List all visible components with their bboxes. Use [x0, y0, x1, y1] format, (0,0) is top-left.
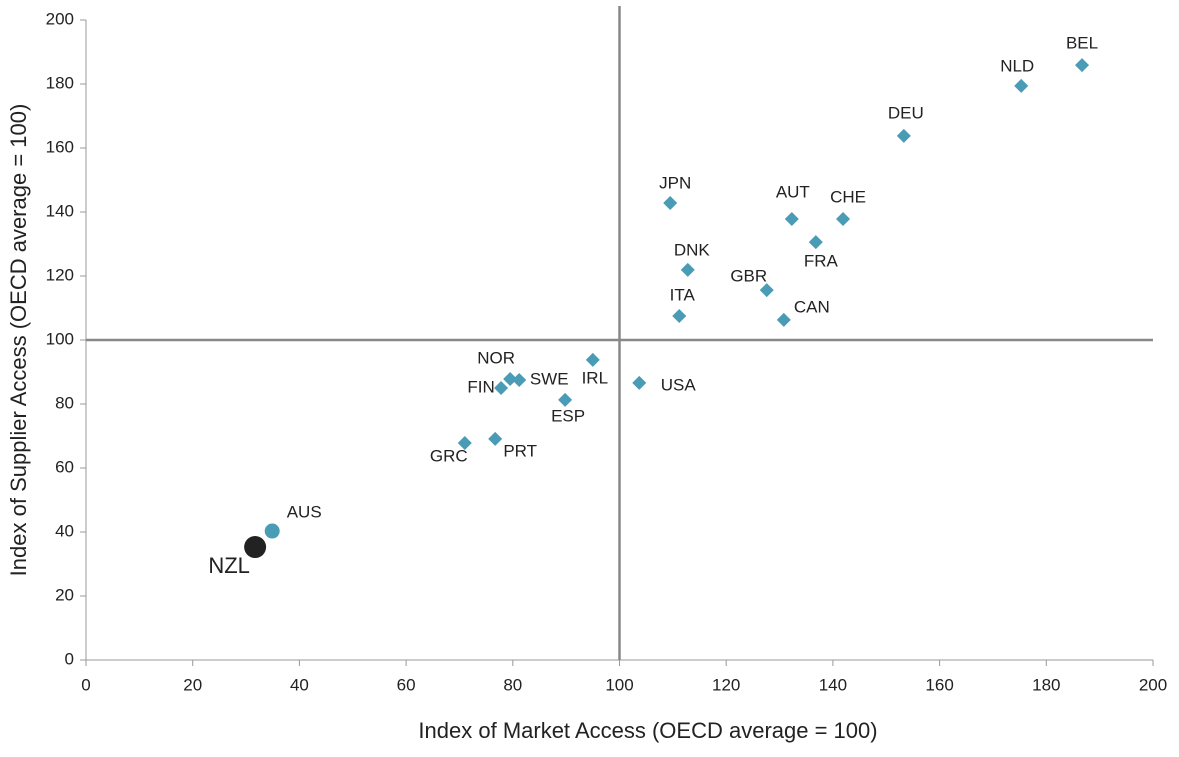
point-label: CAN	[794, 297, 830, 316]
x-tick-label: 80	[503, 675, 522, 694]
point	[663, 196, 678, 211]
x-tick-label: 0	[81, 675, 90, 694]
point	[494, 381, 509, 395]
point-label: NOR	[477, 349, 515, 368]
point	[759, 283, 774, 298]
y-tick-label: 100	[46, 329, 74, 348]
x-tick-label: 40	[290, 675, 309, 694]
point-label: ESP	[551, 406, 585, 425]
point	[457, 436, 472, 451]
y-tick-label: 0	[65, 649, 74, 668]
y-tick-label: 20	[55, 585, 74, 604]
point-label: NLD	[1000, 56, 1034, 75]
point	[784, 212, 799, 227]
point	[680, 262, 695, 277]
point-label: SWE	[530, 369, 569, 388]
y-axis-title: Index of Supplier Access (OECD average =…	[6, 104, 31, 577]
x-tick-label: 20	[183, 675, 202, 694]
point-label: IRL	[582, 368, 608, 387]
x-tick-label: 100	[605, 675, 633, 694]
point-label: DEU	[888, 103, 924, 122]
x-tick-label: 180	[1032, 675, 1060, 694]
point-label: NZL	[208, 553, 250, 578]
point-label: PRT	[503, 441, 537, 460]
x-tick-label: 160	[925, 675, 953, 694]
x-tick-label: 140	[819, 675, 847, 694]
point	[512, 373, 527, 387]
point	[632, 375, 647, 390]
point-label: FIN	[467, 377, 494, 396]
point	[808, 235, 823, 250]
y-tick-label: 40	[55, 521, 74, 540]
point	[1014, 78, 1029, 93]
y-tick-label: 80	[55, 393, 74, 412]
point	[836, 212, 851, 227]
point	[558, 392, 573, 407]
y-tick-label: 140	[46, 201, 74, 220]
point	[585, 352, 600, 367]
point-label: AUS	[287, 503, 322, 522]
point	[488, 431, 503, 446]
x-tick-label: 200	[1139, 675, 1167, 694]
point-label: BEL	[1066, 34, 1098, 53]
point-label: GRC	[430, 447, 468, 466]
point	[672, 309, 687, 323]
point-label: USA	[661, 375, 697, 394]
point	[264, 523, 280, 539]
point	[1075, 58, 1090, 73]
point	[776, 312, 791, 327]
y-tick-label: 200	[46, 9, 74, 28]
point-label: DNK	[674, 240, 711, 259]
point-label: JPN	[659, 174, 691, 193]
point-label: GBR	[730, 267, 767, 286]
point-label: ITA	[670, 285, 696, 304]
y-tick-label: 180	[46, 73, 74, 92]
y-tick-label: 160	[46, 137, 74, 156]
point-label: FRA	[804, 252, 839, 271]
y-tick-label: 120	[46, 265, 74, 284]
x-tick-label: 60	[397, 675, 416, 694]
point-label: CHE	[830, 188, 866, 207]
x-tick-label: 120	[712, 675, 740, 694]
point	[244, 536, 267, 559]
point	[503, 372, 518, 387]
y-tick-label: 60	[55, 457, 74, 476]
point	[896, 128, 911, 143]
x-axis-title: Index of Market Access (OECD average = 1…	[418, 718, 877, 743]
point-label: AUT	[776, 183, 810, 202]
